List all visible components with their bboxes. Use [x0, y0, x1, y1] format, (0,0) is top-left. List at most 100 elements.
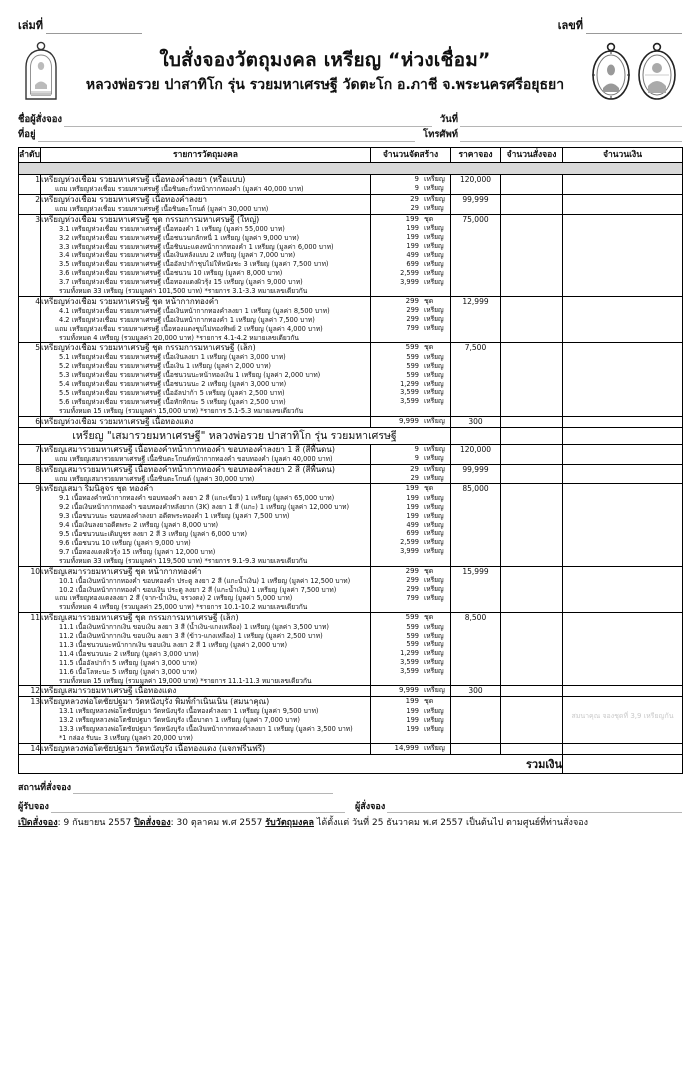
receive-value: ได้ตั้งแต่ วันที่ 25 ธันวาคม พ.ศ 2557 เป… [316, 817, 589, 828]
row-amount-input[interactable] [562, 213, 683, 297]
receiver-input[interactable] [50, 802, 345, 813]
customer-name-input[interactable] [64, 116, 432, 127]
row-quantity-ordered-input[interactable] [500, 213, 563, 297]
table-row[interactable]: 6 เหรียญห่วงเชื่อม รวยมหาเศรษฐี เนื้อทองแ… [18, 415, 683, 428]
quantity-number: 3,599 [400, 388, 419, 397]
quantity-unit: เหรียญ [424, 184, 444, 193]
header-quantity-made: จำนวนจัดสร้าง [370, 147, 451, 163]
table-row[interactable]: 9 เหรียญเสมา ริมนิลูจร ชุด ทองคำ 9.1 เนื้อ… [18, 483, 683, 567]
quantity-number: 699 [406, 259, 419, 268]
row-quantity-ordered-input[interactable] [500, 685, 563, 698]
table-row[interactable]: 3 เหรียญห่วงเชื่อม รวยมหาเศรษฐี ชุด กรรมก… [18, 213, 683, 297]
open-date-value: : 9 กันยายน 2557 [57, 817, 132, 828]
customer-address-input[interactable] [37, 131, 415, 142]
row-amount-input[interactable] [562, 295, 683, 344]
quantity-line: 499 เหรียญ [371, 521, 450, 530]
row-amount-input[interactable] [562, 342, 683, 417]
row-booking-price: 15,999 [450, 565, 501, 614]
quantity-unit: เหรียญ [424, 493, 444, 502]
table-row[interactable]: 8 เหรียญเสมารวยมหาเศรษฐี เนื้อทองคำหน้ากา… [18, 463, 683, 485]
quantity-line: 3,999 เหรียญ [371, 547, 450, 556]
row-amount-input[interactable] [562, 565, 683, 614]
quantity-line: 199 เหรียญ [371, 242, 450, 251]
quantity-unit: เหรียญ [424, 706, 444, 715]
row-quantity-ordered-input[interactable] [500, 174, 563, 195]
quantity-number: 3,599 [400, 667, 419, 676]
row-quantity-ordered-input[interactable] [500, 342, 563, 417]
row-description: เหรียญห่วงเชื่อม รวยมหาเศรษฐี ชุด หน้ากา… [40, 295, 371, 344]
item-name: เหรียญห่วงเชื่อม รวยมหาเศรษฐี เนื้อทองคำ… [41, 194, 207, 204]
row-quantity-ordered-input[interactable] [500, 415, 563, 428]
quantity-line: 299 เหรียญ [371, 315, 450, 324]
item-subline: 13.3 เหรียญหลวงพ่อโตชัยปฐมา วัดหนังบุรัง… [59, 725, 353, 734]
order-date-input[interactable] [460, 116, 682, 127]
quantity-number: 199 [405, 484, 419, 493]
quantity-number: 499 [406, 520, 419, 529]
row-quantity-made: 9 เหรียญ 9 เหรียญ [370, 443, 451, 465]
row-quantity-ordered-input[interactable] [500, 742, 563, 755]
row-number: 11 [18, 612, 41, 687]
row-quantity-made: 9 เหรียญ 9 เหรียญ [370, 174, 451, 195]
quantity-line: 599 ชุด [371, 343, 450, 352]
volume-label: เล่มที่ [18, 19, 44, 32]
quantity-unit: เหรียญ [424, 370, 444, 379]
row-quantity-made: 29 เหรียญ 29 เหรียญ [370, 463, 451, 485]
row-amount-input[interactable] [562, 415, 683, 428]
quantity-number: 9 [414, 454, 419, 463]
row-quantity-ordered-input[interactable] [500, 483, 563, 567]
table-row[interactable]: 2 เหรียญห่วงเชื่อม รวยมหาเศรษฐี เนื้อทองค… [18, 193, 683, 215]
table-row[interactable]: 1 เหรียญห่วงเชื่อม รวยมหาเศรษฐี เนื้อทองค… [18, 174, 683, 195]
quantity-unit: เหรียญ [424, 631, 444, 640]
table-row[interactable]: 4 เหรียญห่วงเชื่อม รวยมหาเศรษฐี ชุด หน้าก… [18, 295, 683, 344]
row-amount-input[interactable] [562, 685, 683, 698]
table-row[interactable]: 10 เหรียญเสมารวยมหาเศรษฐี ชุด หน้ากากทองค… [18, 565, 683, 614]
item-subline: 4.2 เหรียญห่วงเชื่อม รวยมหาเศรษฐี เนื้อเ… [59, 315, 315, 324]
orderer-input[interactable] [387, 802, 682, 813]
row-quantity-ordered-input[interactable] [500, 696, 563, 744]
row-amount-input[interactable] [562, 193, 683, 215]
customer-phone-input[interactable] [460, 131, 682, 142]
item-name: เหรียญห่วงเชื่อม รวยมหาเศรษฐี ชุด หน้ากา… [41, 296, 219, 306]
row-description: เหรียญเสมารวยมหาเศรษฐี ชุด หน้ากากทองคำ 1… [40, 565, 371, 614]
row-amount-input[interactable] [562, 463, 683, 485]
row-amount-input[interactable] [562, 483, 683, 567]
table-row[interactable]: 12 เหรียญเสมารวยมหาเศรษฐี เนื้อทองแดง 9,99… [18, 685, 683, 698]
row-quantity-made: 14,999 เหรียญ [370, 742, 451, 755]
row-amount-input[interactable] [562, 742, 683, 755]
quantity-number: 299 [406, 584, 419, 593]
quantity-number: 29 [410, 474, 419, 483]
form-subtitle: หลวงพ่อรวย ปาสาทิโก รุ่น รวยมหาเศรษฐี วั… [85, 76, 565, 93]
row-amount-input[interactable]: สมนาคุณ จองชุดที่ 3,9 เหรียญกัน [562, 696, 683, 744]
table-row[interactable]: 13 เหรียญหลวงพ่อโตชัยปฐมา วัดหนังบุรัง พิ… [18, 696, 683, 744]
table-row[interactable]: 5 เหรียญห่วงเชื่อม รวยมหาเศรษฐี ชุด กรรมก… [18, 342, 683, 417]
item-subline: 13.2 เหรียญหลวงพ่อโตชัยปฐมา วัดหนังบุรัง… [59, 716, 300, 725]
volume-input-line[interactable] [46, 22, 143, 34]
row-amount-input[interactable] [562, 612, 683, 687]
quantity-line: 599 ชุด [371, 613, 450, 622]
row-quantity-ordered-input[interactable] [500, 565, 563, 614]
quantity-line: 599 เหรียญ [371, 362, 450, 371]
row-booking-price: 7,500 [450, 342, 501, 417]
table-row[interactable]: 14 เหรียญหลวงพ่อโตชัยปฐมา วัดหนังบุรัง เน… [18, 742, 683, 755]
row-quantity-ordered-input[interactable] [500, 612, 563, 687]
row-quantity-ordered-input[interactable] [500, 295, 563, 344]
total-amount-input[interactable] [562, 753, 683, 774]
table-row[interactable]: 7 เหรียญเสมารวยมหาเศรษฐี เนื้อทองคำหน้ากา… [18, 443, 683, 465]
quantity-number: 199 [406, 242, 419, 250]
item-bonus-line: แถม เหรียญห่วงเชื่อม รวยมหาเศรษฐี เนื้อช… [55, 185, 304, 193]
quantity-unit: ชุด [424, 697, 434, 706]
row-amount-input[interactable] [562, 174, 683, 195]
row-quantity-ordered-input[interactable] [500, 193, 563, 215]
row-quantity-ordered-input[interactable] [500, 443, 563, 465]
row-quantity-ordered-input[interactable] [500, 463, 563, 485]
order-place-input[interactable] [73, 783, 334, 794]
quantity-line: 599 เหรียญ [371, 640, 450, 649]
header-amount: จำนวนเงิน [562, 147, 683, 163]
quantity-unit: เหรียญ [424, 397, 444, 406]
quantity-number: 2,599 [400, 538, 419, 547]
quantity-number: 29 [410, 204, 419, 213]
table-row[interactable]: 11 เหรียญเสมารวยมหาเศรษฐี ชุด กรรมการมหาเ… [18, 612, 683, 687]
item-subline: 5.1 เหรียญห่วงเชื่อม รวยมหาเศรษฐี เนื้อเ… [59, 353, 286, 362]
number-input-line[interactable] [586, 22, 682, 34]
row-amount-input[interactable] [562, 443, 683, 465]
